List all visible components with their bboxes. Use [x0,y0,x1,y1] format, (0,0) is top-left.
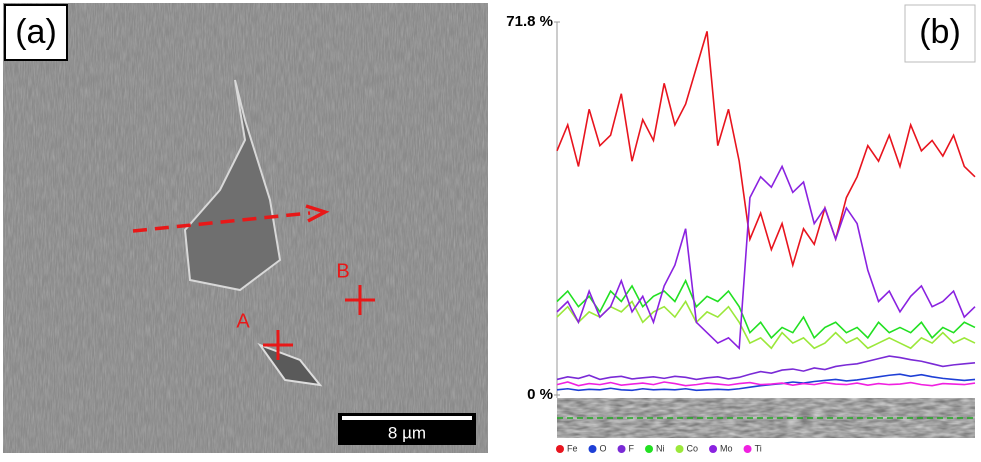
panel-label: (a) [15,13,57,51]
data-line [556,355,976,381]
legend-label: Mo [720,443,733,453]
legend-marker [675,445,684,453]
legend-label: Ni [656,443,665,453]
scan-strip-texture [557,398,975,438]
legend-marker [617,445,626,453]
y-tick-label: 0 % [527,386,553,403]
data-line [556,299,976,350]
legend-label: Ti [755,443,762,453]
scan-line [132,211,311,233]
y-tick-label: 71.8 % [506,13,553,30]
legend-label: Fe [567,443,578,453]
legend-marker [556,445,564,453]
point-marker [263,285,375,360]
panel-label-box [4,4,68,61]
legend-marker [588,445,597,453]
crack-region [183,79,282,292]
sem-image-panel: (a) B A 8 µm [3,3,488,453]
pit [257,342,323,387]
legend-label: Co [687,443,699,453]
point-label: A [236,310,250,332]
legend-label: F [629,443,635,453]
data-line [556,31,976,269]
panel-label-box [904,4,976,63]
data-line [556,278,976,340]
scale-bar [342,416,472,420]
point-label: B [336,260,349,282]
scan-arrow-head [305,204,330,223]
data-line [556,164,976,351]
scale-bar-label: 8 µm [388,423,426,442]
legend-marker [709,445,718,453]
legend-label: O [600,443,607,453]
legend-marker [645,445,654,453]
panel-label: (b) [919,13,961,51]
data-line [556,381,976,387]
legend-marker [743,445,752,453]
